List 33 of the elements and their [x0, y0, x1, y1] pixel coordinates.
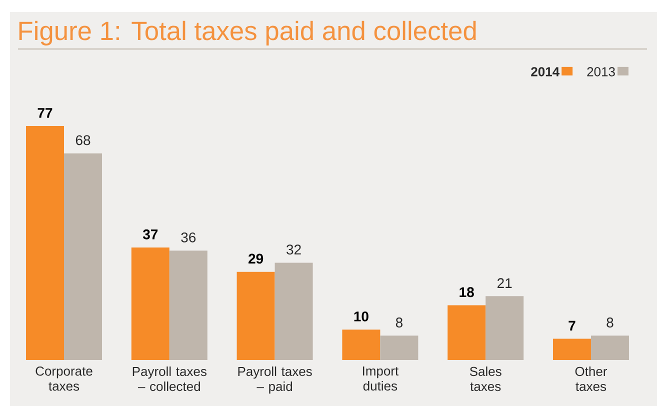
- bar: [552, 338, 591, 360]
- x-tick-label: Corporate taxes: [36, 366, 92, 391]
- data-label: 77: [38, 108, 52, 118]
- data-label: 7: [568, 320, 576, 331]
- chart-title: Figure 1: Total taxes paid and collected: [19, 20, 476, 46]
- data-label: 8: [606, 318, 614, 328]
- bar: [131, 248, 170, 360]
- x-tick-label: Payroll taxes – collected: [132, 366, 206, 392]
- bar: [169, 250, 208, 360]
- data-label: 68: [76, 135, 90, 146]
- data-label: 37: [142, 229, 158, 240]
- bar: [64, 153, 102, 360]
- data-label: 29: [248, 254, 264, 264]
- x-tick-label: Sales taxes: [470, 366, 502, 392]
- legend-label: 2014: [531, 67, 560, 76]
- bar: [342, 330, 380, 360]
- bar: [486, 296, 524, 360]
- x-tick-label: Other taxes: [575, 366, 608, 392]
- bar: [236, 272, 275, 360]
- bar: [590, 336, 629, 360]
- bar: [274, 262, 313, 360]
- x-tick-label: Payroll taxes – paid: [238, 366, 312, 394]
- bar: [380, 336, 418, 360]
- data-label: 18: [460, 287, 474, 298]
- data-label: 21: [498, 278, 512, 288]
- data-label: 10: [354, 311, 368, 322]
- bar: [26, 126, 64, 360]
- legend-label: 2013: [587, 67, 615, 76]
- data-label: 32: [286, 244, 301, 255]
- data-label: 36: [181, 232, 196, 242]
- data-label: 8: [396, 318, 402, 328]
- bar: [448, 305, 486, 360]
- x-tick-label: Import duties: [362, 366, 399, 391]
